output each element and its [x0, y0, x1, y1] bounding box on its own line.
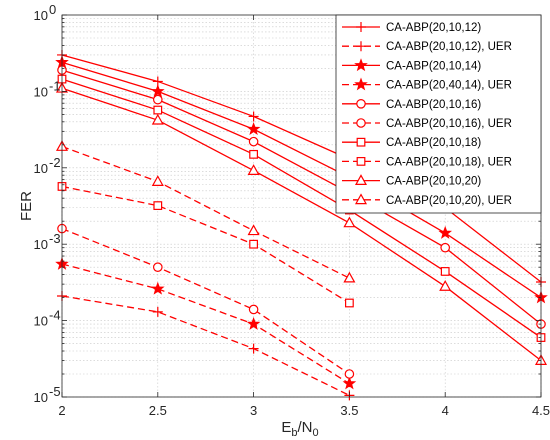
x-tick-label: 2 — [58, 403, 65, 418]
legend-label: CA-ABP(20,10,16) — [386, 99, 481, 111]
data-point-star — [342, 376, 357, 390]
x-tick-label: 2.5 — [149, 403, 167, 418]
y-tick-label: 10 — [34, 8, 48, 23]
x-axis-label-main: E — [281, 419, 291, 436]
legend-label: CA-ABP(20,10,12), UER — [386, 41, 512, 53]
y-tick-label: 10 — [34, 390, 48, 405]
legend-label: CA-ABP(20,10,20) — [386, 176, 481, 188]
y-tick-label-exponent: -4 — [49, 308, 61, 323]
legend-entry: CA-ABP(20,10,14) — [342, 58, 481, 72]
data-point-triangle — [151, 113, 164, 125]
legend-label: CA-ABP(20,10,14) — [386, 60, 481, 72]
data-point-square — [249, 149, 259, 159]
data-point-triangle — [343, 271, 356, 283]
legend-entry: CA-ABP(20,10,16) — [342, 99, 481, 111]
data-point-triangle — [343, 216, 356, 228]
data-point-triangle — [247, 224, 260, 236]
series-line — [61, 54, 542, 283]
series-line — [61, 78, 542, 339]
y-tick-label: 10 — [34, 237, 48, 252]
legend-marker-circle — [356, 99, 366, 109]
x-tick-label: 3.5 — [340, 403, 358, 418]
legend-entry: CA-ABP(20,10,18) — [342, 137, 481, 149]
series-10 — [55, 140, 356, 283]
legend-marker-circle — [356, 118, 366, 128]
legend-marker-plus — [356, 41, 366, 52]
y-tick-label: 10 — [34, 84, 48, 99]
x-tick-label: 4.5 — [532, 403, 550, 418]
x-axis-label-sub-b: b — [291, 427, 297, 439]
legend-entry: CA-ABP(20,10,20) — [342, 174, 481, 188]
legend-marker-star — [354, 58, 368, 72]
data-point-triangle — [247, 164, 260, 175]
x-tick-label: 4 — [442, 403, 449, 418]
legend-label: CA-ABP(20,10,16), UER — [386, 118, 512, 130]
data-point-star — [438, 225, 453, 239]
legend-entry: CA-ABP(20,10,12) — [342, 22, 481, 34]
data-point-triangle — [439, 280, 452, 291]
data-point-plus — [152, 306, 163, 317]
series-line — [61, 228, 350, 375]
legend-marker-triangle — [354, 193, 368, 205]
series-line — [61, 87, 542, 362]
data-point-star — [246, 316, 261, 330]
data-point-plus — [248, 343, 259, 354]
legend-label: CA-ABP(20,10,18), UER — [386, 156, 512, 168]
data-point-square — [153, 105, 163, 115]
data-point-circle — [248, 304, 259, 315]
y-tick-label-exponent: 0 — [49, 2, 56, 17]
legend-entry: CA-ABP(20,10,20), UER — [342, 193, 512, 207]
data-point-circle — [153, 262, 163, 272]
series-line — [61, 295, 350, 396]
y-tick-label-exponent: -1 — [49, 78, 61, 93]
data-point-circle — [153, 94, 163, 105]
legend-marker-square — [356, 137, 366, 147]
series-line — [61, 185, 350, 304]
data-point-square — [440, 267, 450, 276]
series-line — [61, 263, 350, 385]
data-point-circle — [344, 369, 355, 379]
series-line — [61, 145, 350, 279]
data-point-circle — [248, 136, 259, 147]
legend-marker-triangle — [354, 174, 368, 185]
legend-label: CA-ABP(20,10,12) — [386, 22, 481, 34]
y-tick-label-exponent: -2 — [49, 155, 61, 170]
data-point-square — [249, 239, 259, 249]
legend-label: CA-ABP(20,40,14), UER — [386, 80, 512, 92]
series-line — [61, 61, 542, 299]
legend-label: CA-ABP(20,10,18) — [386, 137, 481, 149]
legend-marker-square — [356, 157, 366, 166]
legend-entry: CA-ABP(20,10,16), UER — [342, 118, 512, 130]
legend-label: CA-ABP(20,10,20), UER — [386, 195, 512, 207]
x-axis-label: Eb/N0 — [281, 419, 318, 439]
y-tick-label-exponent: -3 — [49, 231, 61, 246]
data-point-triangle — [151, 175, 164, 186]
x-tick-label: 3 — [250, 403, 257, 418]
legend-entry: CA-ABP(20,40,14), UER — [342, 77, 512, 92]
data-point-plus — [248, 111, 259, 122]
legend-entry: CA-ABP(20,10,12), UER — [342, 41, 512, 53]
series-line — [61, 69, 542, 325]
y-tick-label: 10 — [34, 161, 48, 176]
data-point-star — [150, 84, 165, 98]
x-axis-label-sep: /N — [298, 419, 313, 436]
data-point-square — [153, 201, 163, 211]
x-axis-label-sub-0: 0 — [313, 427, 319, 439]
y-tick-label-exponent: -5 — [49, 384, 61, 399]
legend-entry: CA-ABP(20,10,18), UER — [342, 156, 512, 168]
legend-marker-plus — [356, 22, 366, 32]
data-point-star — [246, 122, 261, 135]
y-axis-label: FER — [18, 191, 35, 221]
legend: CA-ABP(20,10,12) CA-ABP(20,10,12), UER CA-… — [335, 14, 542, 214]
data-point-circle — [440, 242, 450, 253]
data-point-star — [150, 281, 165, 295]
data-point-square — [345, 298, 354, 308]
legend-marker-star — [354, 77, 368, 91]
y-tick-label: 10 — [34, 314, 48, 329]
